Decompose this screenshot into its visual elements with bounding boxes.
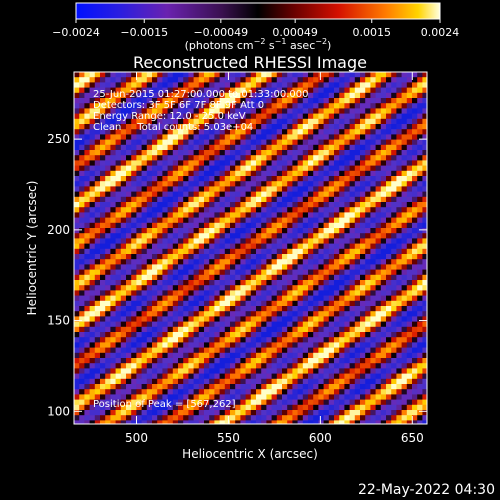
y-tick-label: 150 <box>47 314 70 328</box>
colorbar-tick-label: −0.00049 <box>193 26 248 39</box>
x-tick-label: 600 <box>309 431 332 445</box>
peak-annotation: Position of Peak = [567,262] <box>93 399 236 410</box>
clean-annotation: Clean Total counts: 5.03e+04 <box>93 122 253 133</box>
plot-frame <box>73 71 428 425</box>
x-tick-label: 650 <box>401 431 424 445</box>
colorbar-tick-label: 0.0015 <box>353 26 392 39</box>
x-axis-ticks: 500 550 600 650 <box>125 72 424 445</box>
y-tick-label: 250 <box>47 132 70 146</box>
colorbar-tick-label: 0.00049 <box>272 26 318 39</box>
colorbar-tick-label: −0.0015 <box>120 26 168 39</box>
x-axis-label: Heliocentric X (arcsec) <box>182 447 318 461</box>
colorbar <box>75 2 441 20</box>
y-tick-label: 100 <box>47 404 70 418</box>
plot-annotations: 25-Jun-2015 01:27:00.000 to 01:33:00.000… <box>93 89 309 410</box>
colorbar-tick-label: −0.0024 <box>52 26 100 39</box>
colorbar-ticks: −0.0024 −0.0015 −0.00049 0.00049 0.0015 0.002… <box>52 19 459 39</box>
heatmap-image <box>74 72 427 424</box>
x-tick-label: 550 <box>217 431 240 445</box>
detectors-annotation: Detectors: 3F 5F 6F 7F 8F 9F Att 0 <box>93 100 264 111</box>
y-tick-label: 200 <box>47 223 70 237</box>
x-tick-label: 500 <box>125 431 148 445</box>
footer-date: 22-May-2022 04:30 <box>358 482 495 498</box>
energy-annotation: Energy Range: 12.0 - 25.0 keV <box>93 111 246 122</box>
y-axis-label: Heliocentric Y (arcsec) <box>25 181 39 316</box>
colorbar-unit-label: (photons cm−2 s−1 asec−2) <box>185 37 332 52</box>
y-axis-ticks: 100 150 200 250 <box>47 132 427 418</box>
time-range-annotation: 25-Jun-2015 01:27:00.000 to 01:33:00.000 <box>93 89 309 100</box>
chart-title: Reconstructed RHESSI Image <box>133 53 367 72</box>
colorbar-tick-label: 0.0024 <box>421 26 460 39</box>
